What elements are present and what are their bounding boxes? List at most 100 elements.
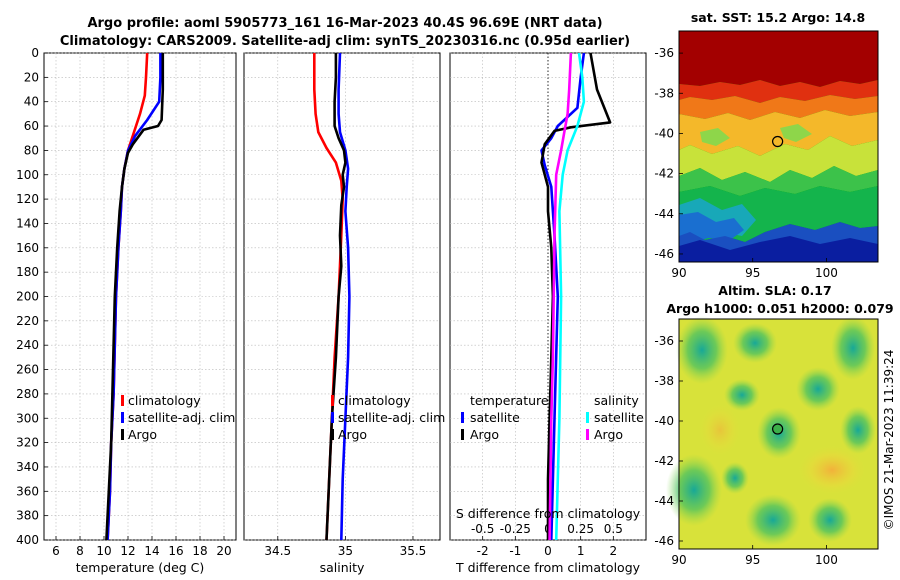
sst-map-image bbox=[678, 30, 879, 263]
t-difference-xlabel: T difference from climatology bbox=[455, 560, 641, 575]
sla-map-image bbox=[666, 316, 879, 550]
temperature-legend: climatology satellite-adj. clim Argo bbox=[121, 393, 235, 442]
sst-lat-axis: -36 -38 -40 -42 -44 -46 bbox=[654, 46, 683, 261]
series-line-s-argo bbox=[548, 53, 573, 540]
sla-lat-axis: -36 -38 -40 -42 -44 -46 bbox=[654, 334, 683, 548]
y-tick-label: 20 bbox=[24, 70, 39, 84]
sla-lon-axis: 90 95 100 bbox=[671, 545, 838, 567]
sla-map-title: Altim. SLA: 0.17 bbox=[718, 283, 831, 298]
lon-tick-label: 90 bbox=[671, 553, 686, 567]
s-diff-tick-label: -0.5 bbox=[471, 522, 494, 536]
lat-tick-label: -42 bbox=[654, 167, 674, 181]
lon-tick-label: 90 bbox=[671, 266, 686, 280]
legend-label-t-satellite: satellite bbox=[470, 410, 520, 425]
x-tick-label: 14 bbox=[144, 544, 159, 558]
legend-swatch-argo bbox=[331, 429, 334, 440]
temperature-panel: 0 20 40 60 80 100 120 140 160 180 200 220 240 260 280 3… bbox=[16, 46, 237, 575]
y-tick-label: 40 bbox=[24, 95, 39, 109]
figure-title-line1: Argo profile: aoml 5905773_161 16-Mar-20… bbox=[87, 16, 602, 31]
lat-tick-label: -36 bbox=[654, 46, 674, 60]
y-tick-label: 300 bbox=[16, 411, 39, 425]
legend-swatch-climatology bbox=[331, 395, 334, 406]
y-tick-label: 0 bbox=[31, 46, 39, 60]
lat-tick-label: -44 bbox=[654, 207, 674, 221]
legend-label-climatology: climatology bbox=[128, 393, 201, 408]
y-tick-label: 360 bbox=[16, 484, 39, 498]
y-tick-label: 180 bbox=[16, 265, 39, 279]
salinity-legend: climatology satellite-adj. clim Argo bbox=[331, 393, 445, 442]
legend-label-climatology: climatology bbox=[338, 393, 411, 408]
legend-swatch-argo bbox=[121, 429, 124, 440]
x-tick-label: 0 bbox=[544, 544, 552, 558]
legend-title-temperature: temperature bbox=[470, 393, 549, 408]
depth-axis: 0 20 40 60 80 100 120 140 160 180 200 220 240 260 280 3… bbox=[16, 46, 48, 547]
x-tick-label: 8 bbox=[76, 544, 84, 558]
salinity-xlabel: salinity bbox=[320, 560, 365, 575]
legend-label-t-argo: Argo bbox=[470, 427, 499, 442]
sla-argo-marker bbox=[772, 423, 784, 435]
lat-tick-label: -38 bbox=[654, 86, 674, 100]
y-tick-label: 340 bbox=[16, 460, 39, 474]
salinity-panel: 34.5 35 35.5 salinity climatology satellit… bbox=[243, 52, 445, 575]
lat-tick-label: -46 bbox=[654, 534, 674, 548]
temperature-grid bbox=[44, 52, 236, 541]
legend-swatch-t-satellite bbox=[461, 412, 464, 423]
y-tick-label: 60 bbox=[24, 119, 39, 133]
lat-tick-label: -36 bbox=[654, 334, 674, 348]
salinity-curves bbox=[313, 53, 351, 540]
difference-legend: temperature satellite Argo salinity sate… bbox=[461, 393, 644, 442]
lon-tick-label: 95 bbox=[745, 553, 760, 567]
legend-label-argo: Argo bbox=[128, 427, 157, 442]
legend-swatch-satellite-adj bbox=[121, 412, 124, 423]
x-tick-label: 12 bbox=[120, 544, 135, 558]
lon-tick-label: 100 bbox=[815, 266, 838, 280]
lat-tick-label: -40 bbox=[654, 126, 674, 140]
y-tick-label: 140 bbox=[16, 216, 39, 230]
x-tick-label: -1 bbox=[509, 544, 521, 558]
y-tick-label: 400 bbox=[16, 533, 39, 547]
figure-title-line2: Climatology: CARS2009. Satellite-adj cli… bbox=[60, 34, 630, 49]
y-tick-label: 280 bbox=[16, 387, 39, 401]
y-tick-label: 80 bbox=[24, 143, 39, 157]
temperature-x-axis: 6 8 10 12 14 16 18 20 bbox=[52, 536, 232, 558]
legend-label-s-argo: Argo bbox=[594, 427, 623, 442]
legend-label-satellite-adj: satellite-adj. clim bbox=[338, 410, 445, 425]
y-tick-label: 260 bbox=[16, 363, 39, 377]
legend-label-argo: Argo bbox=[338, 427, 367, 442]
y-tick-label: 240 bbox=[16, 338, 39, 352]
legend-swatch-climatology bbox=[121, 395, 124, 406]
s-diff-tick-label: -0.25 bbox=[500, 522, 531, 536]
temperature-xlabel: temperature (deg C) bbox=[76, 560, 205, 575]
temperature-curves bbox=[105, 53, 165, 540]
lon-tick-label: 95 bbox=[745, 266, 760, 280]
x-tick-label: 35 bbox=[338, 544, 353, 558]
y-tick-label: 160 bbox=[16, 241, 39, 255]
lon-tick-label: 100 bbox=[815, 553, 838, 567]
lat-tick-label: -44 bbox=[654, 494, 674, 508]
y-tick-label: 380 bbox=[16, 509, 39, 523]
series-line-argo bbox=[105, 53, 165, 540]
legend-swatch-satellite-adj bbox=[331, 412, 334, 423]
y-tick-label: 320 bbox=[16, 436, 39, 450]
s-diff-tick-label: 0.25 bbox=[567, 522, 594, 536]
sst-argo-marker bbox=[772, 135, 784, 148]
y-tick-label: 200 bbox=[16, 290, 39, 304]
salinity-x-axis: 34.5 35 35.5 bbox=[264, 536, 426, 558]
legend-swatch-s-satellite bbox=[586, 412, 589, 423]
series-line-argo bbox=[325, 53, 347, 540]
legend-label-s-satellite: satellite bbox=[594, 410, 644, 425]
legend-swatch-t-argo bbox=[461, 429, 464, 440]
difference-curves bbox=[540, 53, 612, 540]
sla-map-subtitle: Argo h1000: 0.051 h2000: 0.079 bbox=[666, 301, 893, 316]
imos-credit: ©IMOS 21-Mar-2023 11:39:24 bbox=[882, 350, 896, 531]
difference-panel: -2 -1 0 1 2 -0.5 -0.25 0 0.25 0.5 S difference f… bbox=[449, 52, 647, 575]
x-tick-label: 18 bbox=[192, 544, 207, 558]
x-tick-label: 35.5 bbox=[400, 544, 427, 558]
x-tick-label: 20 bbox=[216, 544, 231, 558]
y-tick-label: 100 bbox=[16, 168, 39, 182]
lat-tick-label: -42 bbox=[654, 454, 674, 468]
lat-tick-label: -40 bbox=[654, 414, 674, 428]
series-line-t-argo bbox=[540, 53, 612, 540]
s-difference-xlabel: S difference from climatology bbox=[456, 506, 641, 521]
